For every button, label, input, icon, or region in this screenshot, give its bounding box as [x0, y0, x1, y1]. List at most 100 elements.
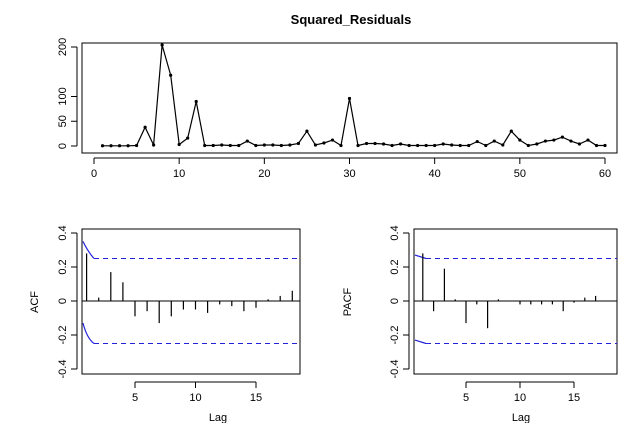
- squared-residual-point: [535, 142, 539, 146]
- squared-residual-point: [484, 143, 488, 148]
- squared-residual-point: [594, 143, 599, 148]
- squared-residual-point: [399, 142, 403, 146]
- acf-y-axis-label: ACF: [29, 291, 41, 313]
- squared-residual-point: [518, 138, 522, 142]
- squared-residual-point: [364, 141, 369, 146]
- squared-residual-point: [450, 143, 454, 147]
- acf-x-tick-label: 10: [189, 392, 201, 404]
- squared-residual-point: [475, 139, 479, 144]
- squared-residual-point: [160, 43, 164, 47]
- squared-residual-point: [279, 143, 283, 148]
- squared-residual-point: [117, 144, 122, 148]
- squared-residual-point: [152, 143, 156, 147]
- top-x-tick-label: 30: [343, 168, 355, 180]
- squared-residual-point: [220, 143, 224, 147]
- squared-residual-point: [177, 142, 181, 147]
- acf-x-tick-label: 15: [250, 392, 262, 404]
- pacf-x-axis-label: Lag: [512, 412, 530, 423]
- squared-residual-point: [330, 138, 335, 142]
- squared-residual-point: [288, 143, 292, 147]
- squared-residual-point: [458, 143, 462, 148]
- top-plot-frame: [81, 42, 618, 154]
- squared-residual-point: [254, 143, 258, 148]
- pacf-x-tick-label: 15: [568, 392, 580, 404]
- top-x-tick-label: 10: [173, 168, 185, 180]
- top-x-tick-label: 0: [91, 168, 97, 180]
- squared-residual-point: [126, 144, 130, 148]
- squared-residual-point: [390, 143, 394, 148]
- squared-residual-point: [169, 73, 173, 77]
- squared-residual-point: [322, 141, 326, 145]
- squared-residual-point: [262, 143, 266, 147]
- squared-residual-point: [109, 144, 113, 148]
- squared-residuals-line: [102, 44, 605, 148]
- pacf-x-tick-label: 10: [514, 392, 526, 404]
- acf-y-tick-label: -0.2: [57, 326, 69, 345]
- squared-residual-point: [509, 129, 513, 133]
- squared-residual-point: [407, 143, 411, 148]
- squared-residual-point: [424, 143, 428, 148]
- top-y-tick-label: 50: [57, 115, 69, 127]
- squared-residual-point: [211, 143, 215, 148]
- squared-residual-point: [569, 139, 573, 143]
- squared-residual-point: [433, 143, 437, 148]
- top-x-tick-label: 50: [514, 168, 526, 180]
- top-x-tick-label: 40: [429, 168, 441, 180]
- acf-x-tick-label: 5: [132, 392, 138, 404]
- squared-residual-point: [203, 143, 207, 148]
- acf-upper-bound-curve: [82, 241, 95, 259]
- squared-residuals-panel: Squared_Residuals 0 10 20 30 40 50 60 0 50 100 200: [57, 12, 618, 180]
- squared-residual-point: [186, 136, 190, 140]
- squared-residual-point: [313, 143, 318, 147]
- squared-residual-point: [560, 135, 565, 139]
- squared-residual-point: [194, 99, 198, 104]
- squared-residual-point: [296, 141, 300, 146]
- chart-title: Squared_Residuals: [291, 12, 412, 27]
- squared-residual-point: [586, 138, 590, 142]
- acf-y-tick-label: -0.4: [57, 360, 69, 379]
- squared-residual-point: [271, 143, 275, 147]
- top-x-tick-label: 60: [599, 168, 611, 180]
- acf-panel: ACF Lag 5 10 15 -0.4 -0.2 0 0.2 0.4: [29, 225, 301, 423]
- squared-residual-point: [245, 139, 249, 143]
- pacf-x-tick-label: 5: [463, 392, 469, 404]
- squared-residual-point: [347, 96, 352, 101]
- pacf-panel: PACF Lag 5 10 15 -0.4 -0.2 0 0.2 0.4: [342, 225, 618, 423]
- pacf-y-tick-label: -0.2: [389, 326, 401, 345]
- acf-y-tick-label: 0.2: [57, 259, 69, 274]
- acf-lower-bound-curve: [82, 322, 95, 344]
- squared-residual-point: [543, 139, 547, 143]
- acf-x-axis-label: Lag: [209, 412, 227, 423]
- pacf-y-tick-label: -0.4: [389, 360, 401, 379]
- squared-residual-point: [100, 144, 105, 148]
- squared-residual-point: [577, 142, 582, 146]
- squared-residual-point: [492, 139, 496, 143]
- pacf-y-axis-label: PACF: [342, 287, 354, 316]
- squared-residual-point: [373, 141, 377, 146]
- squared-residual-point: [339, 143, 343, 148]
- squared-residual-point: [467, 143, 471, 148]
- acf-y-tick-label: 0: [57, 298, 69, 304]
- squared-residual-point: [134, 143, 139, 148]
- pacf-y-tick-label: 0.4: [389, 225, 401, 240]
- squared-residual-point: [237, 143, 241, 148]
- squared-residual-point: [381, 142, 386, 146]
- acf-y-tick-label: 0.4: [57, 225, 69, 240]
- squared-residual-point: [603, 143, 607, 148]
- squared-residual-point: [143, 125, 147, 129]
- top-x-tick-label: 20: [258, 168, 270, 180]
- pacf-y-tick-label: 0: [389, 298, 401, 304]
- squared-residual-point: [305, 129, 309, 133]
- pacf-upper-bound-curve: [414, 254, 427, 260]
- squared-residual-point: [501, 143, 505, 147]
- squared-residual-point: [526, 143, 530, 148]
- top-y-tick-label: 0: [57, 143, 69, 149]
- squared-residual-point: [356, 143, 360, 148]
- squared-residual-point: [441, 142, 445, 146]
- top-y-tick-label: 200: [57, 38, 69, 56]
- squared-residual-point: [552, 138, 556, 142]
- pacf-lower-bound-curve: [414, 339, 427, 345]
- top-y-tick-label: 100: [57, 87, 69, 105]
- pacf-y-tick-label: 0.2: [389, 259, 401, 274]
